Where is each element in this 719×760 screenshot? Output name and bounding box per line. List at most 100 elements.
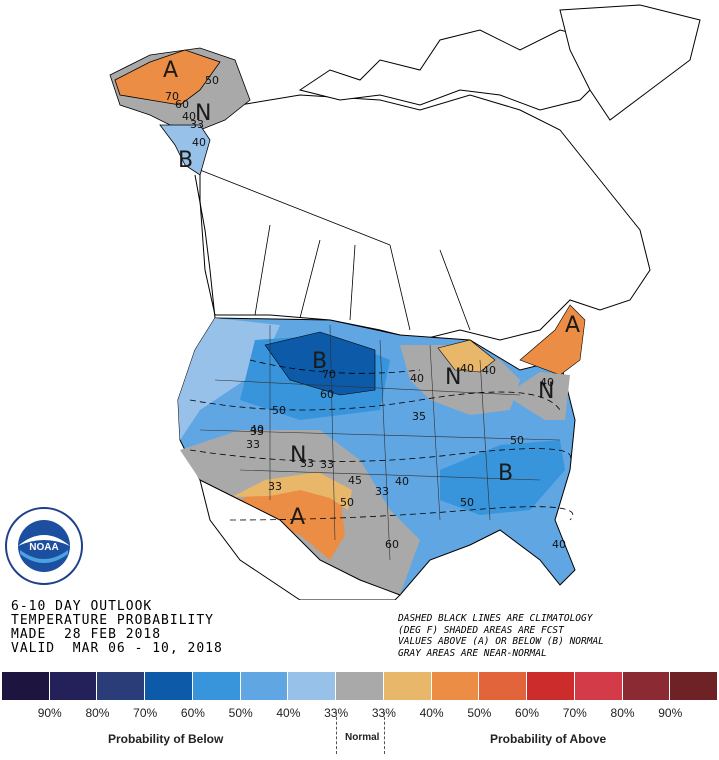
region-label-southwest-a: A <box>290 505 305 530</box>
probability-below-label: Probability of Below <box>108 732 224 746</box>
contour-value-label: 60 <box>320 388 334 401</box>
legend-tick-label: 33% <box>371 706 396 720</box>
contour-value-label: 33 <box>300 457 314 470</box>
alaska-below <box>159 124 211 176</box>
contour-value-label: 40 <box>192 136 206 149</box>
arctic-islands <box>298 29 611 111</box>
normal-label: Normal <box>345 732 380 743</box>
contour-value-label: 70 <box>322 368 336 381</box>
west-coast-outline <box>194 174 216 319</box>
legend-swatch <box>574 672 623 700</box>
legend-swatch <box>431 672 480 700</box>
northeast-normal <box>505 372 570 420</box>
contour-value-label: 33 <box>190 118 204 131</box>
legend-swatch <box>49 672 98 700</box>
note-line-1: DASHED BLACK LINES ARE CLIMATOLOGY <box>398 613 593 624</box>
legend-swatch <box>670 672 719 700</box>
contour-value-label: 60 <box>175 98 189 111</box>
canada-landmass <box>199 94 651 341</box>
contour-value-label: 70 <box>165 90 179 103</box>
greenland <box>559 4 701 121</box>
note-line-2: (DEG F) SHADED AREAS ARE FCST <box>398 624 564 636</box>
noaa-logo: NOAA <box>5 507 83 585</box>
contour-value-label: 40 <box>182 110 196 123</box>
outlook-map: A N B B N A B A N N 60407033405070605040… <box>109 4 701 600</box>
legend-swatch <box>383 672 432 700</box>
probability-above-label: Probability of Above <box>490 732 607 746</box>
title-line-1: 6-10 DAY OUTLOOK <box>11 599 153 614</box>
contour-value-label: 35 <box>412 410 426 423</box>
legend-tick-label: 60% <box>180 706 205 720</box>
contour-value-label: 40 <box>410 372 424 385</box>
contour-value-label: 33 <box>375 485 389 498</box>
region-label-southeast-b: B <box>498 461 513 486</box>
mexico <box>199 479 401 600</box>
contour-value-label: 40 <box>460 362 474 375</box>
legend-swatch <box>240 672 289 700</box>
legend-tick-label: 70% <box>562 706 587 720</box>
legend-tick-label: 80% <box>85 706 110 720</box>
contour-value-label: 40 <box>482 364 496 377</box>
state-borders <box>199 324 561 561</box>
contour-labels: 6040703340507060504033354045333350403333… <box>165 74 566 551</box>
legend-swatch <box>97 672 146 700</box>
legend-tick-label: 80% <box>610 706 635 720</box>
legend-tick-label: 90% <box>658 706 683 720</box>
legend-tick-label: 70% <box>133 706 158 720</box>
normal-divider-left <box>336 712 337 754</box>
contour-value-label: 50 <box>205 74 219 87</box>
contour-value-label: 45 <box>348 474 362 487</box>
title-line-3: MADE 28 FEB 2018 <box>11 627 162 642</box>
region-label-alaska-n: N <box>195 101 211 126</box>
legend-tick-label: 40% <box>276 706 301 720</box>
legend-swatch <box>479 672 528 700</box>
legend-swatch <box>192 672 241 700</box>
climatology-lines <box>189 359 574 521</box>
legend-tick-label: 90% <box>37 706 62 720</box>
legend-tick-label: 50% <box>228 706 253 720</box>
note-line-3: VALUES ABOVE (A) OR BELOW (B) NORMAL <box>398 636 604 647</box>
contour-value-label: 40 <box>250 423 264 436</box>
normal-divider-right <box>384 712 385 754</box>
canada-borders <box>199 169 471 331</box>
note-line-4: GRAY AREAS ARE NEAR-NORMAL <box>398 647 547 659</box>
conus-below-70 <box>264 331 376 396</box>
contour-value-label: 50 <box>510 434 524 447</box>
southeast-below <box>440 440 565 515</box>
contour-value-label: 40 <box>540 376 554 389</box>
contour-value-label: 50 <box>460 496 474 509</box>
contour-value-label: 60 <box>385 538 399 551</box>
legend-ticks: 90% 80% 70% 60% 50% 40% 33% 33% 40% 50% 60% 70% 80% 9… <box>26 706 694 720</box>
legend-tick-label: 40% <box>419 706 444 720</box>
legend-notes: DASHED BLACK LINES ARE CLIMATOLOGY (DEG … <box>398 613 604 659</box>
legend-swatch <box>336 672 384 700</box>
probability-legend <box>2 672 719 700</box>
title-line-2: TEMPERATURE PROBABILITY <box>11 613 215 628</box>
title-line-4: VALID MAR 06 - 10, 2018 <box>11 641 223 656</box>
southwest-above-light <box>232 472 352 510</box>
contour-value-label: 50 <box>340 496 354 509</box>
region-label-plains-b: B <box>312 349 327 374</box>
region-label-lakes-n: N <box>445 365 461 390</box>
noaa-logo-text: NOAA <box>29 542 58 553</box>
region-label-alaska-a: A <box>163 58 178 83</box>
alaska-above <box>114 49 221 106</box>
contour-value-label: 33 <box>250 425 264 438</box>
legend-swatch <box>527 672 575 700</box>
legend-swatch <box>2 672 50 700</box>
region-label-northeast-n: N <box>538 379 554 404</box>
contour-value-label: 40 <box>552 538 566 551</box>
legend-swatch <box>145 672 193 700</box>
contour-value-label: 33 <box>268 480 282 493</box>
contour-value-label: 40 <box>395 475 409 488</box>
contour-value-label: 33 <box>320 458 334 471</box>
contour-value-label: 33 <box>246 438 260 451</box>
legend-tick-label: 60% <box>515 706 540 720</box>
title-block: 6-10 DAY OUTLOOK TEMPERATURE PROBABILITY… <box>11 600 223 656</box>
legend-swatch <box>288 672 337 700</box>
region-label-northeast-a: A <box>565 313 580 338</box>
region-label-southwest-n: N <box>290 443 306 468</box>
region-label-alaska-b: B <box>178 148 193 173</box>
contour-value-label: 50 <box>272 404 286 417</box>
legend-tick-label: 50% <box>467 706 492 720</box>
